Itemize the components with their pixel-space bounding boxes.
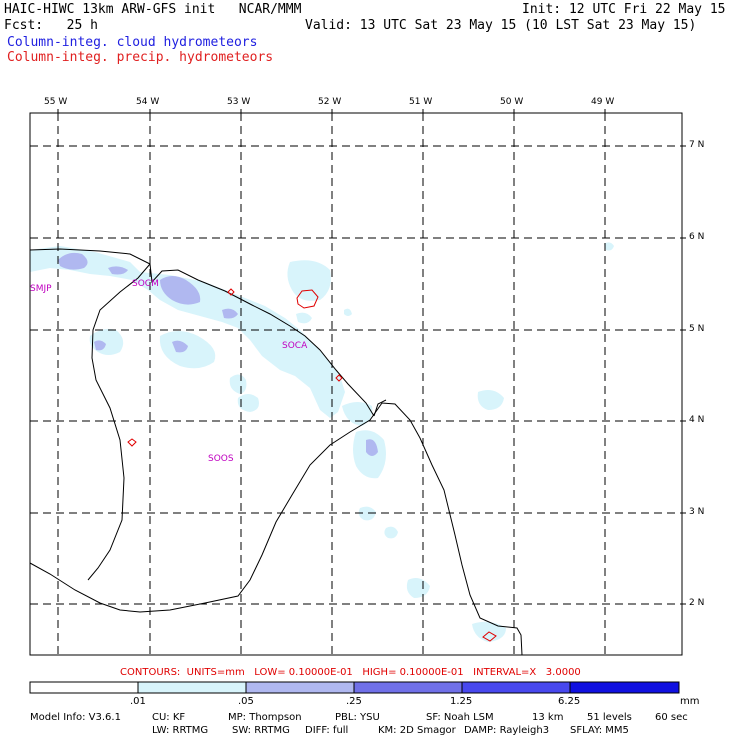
station-label: SMJP [30, 284, 52, 294]
contours-info: CONTOURS: UNITS=mm LOW= 0.10000E-01 HIGH… [120, 667, 581, 678]
model-title: HAIC-HIWC 13km ARW-GFS init NCAR/MMM [4, 2, 302, 17]
colorbar-tick: .05 [238, 696, 254, 707]
station-label: SOOS [208, 454, 234, 464]
colorbar-tick: 6.25 [558, 696, 581, 707]
model-info-item: 60 sec [655, 712, 688, 723]
lon-label: 52 W [318, 97, 342, 107]
station-label: SOCM [132, 279, 159, 289]
colorbar-units: mm [680, 696, 700, 707]
model-info-item: DAMP: Rayleigh3 [464, 725, 550, 736]
lon-label: 50 W [500, 97, 524, 107]
lon-label: 53 W [227, 97, 251, 107]
lon-label: 54 W [136, 97, 160, 107]
map-area [30, 113, 682, 655]
model-info-item: Model Info: V3.6.1 [30, 712, 121, 723]
cloud-shading-medium [58, 252, 378, 456]
model-info-item: KM: 2D Smagor [378, 725, 456, 736]
model-info-item: 13 km [532, 712, 564, 723]
lon-label: 51 W [409, 97, 433, 107]
model-info-item: MP: Thompson [228, 712, 302, 723]
lat-label: 4 N [689, 415, 705, 425]
colorbar [29, 681, 680, 694]
lat-lon-grid [30, 113, 682, 655]
lon-label: 55 W [44, 97, 68, 107]
lat-label: 5 N [689, 324, 705, 334]
model-info-item: SFLAY: MM5 [570, 725, 629, 736]
model-info-item: PBL: YSU [335, 712, 380, 723]
map-frame [29, 112, 683, 656]
model-info-item: SW: RRTMG [232, 725, 290, 736]
lat-label: 7 N [689, 140, 705, 150]
model-info-item: CU: KF [152, 712, 186, 723]
lat-label: 6 N [689, 232, 705, 242]
init-time: Init: 12 UTC Fri 22 May 15 [522, 2, 726, 17]
precip-contours [127, 288, 497, 642]
axis-ticks [57, 109, 686, 605]
lat-label: 2 N [689, 598, 705, 608]
model-info-item: SF: Noah LSM [426, 712, 494, 723]
forecast-hour: Fcst: 25 h [4, 18, 98, 33]
coastlines [29, 248, 523, 656]
field-precip-label: Column-integ. precip. hydrometeors [7, 50, 274, 65]
station-label: SOCA [282, 341, 308, 351]
colorbar-tick: .25 [346, 696, 362, 707]
lon-label: 49 W [591, 97, 615, 107]
field-cloud-label: Column-integ. cloud hydrometeors [7, 35, 258, 50]
colorbar-tick: 1.25 [450, 696, 473, 707]
colorbar-tick: .01 [130, 696, 146, 707]
model-info-item: DIFF: full [305, 725, 349, 736]
model-info-item: LW: RRTMG [152, 725, 209, 736]
lat-label: 3 N [689, 507, 705, 517]
model-info-item: 51 levels [587, 712, 632, 723]
valid-time: Valid: 13 UTC Sat 23 May 15 (10 LST Sat … [305, 18, 697, 33]
